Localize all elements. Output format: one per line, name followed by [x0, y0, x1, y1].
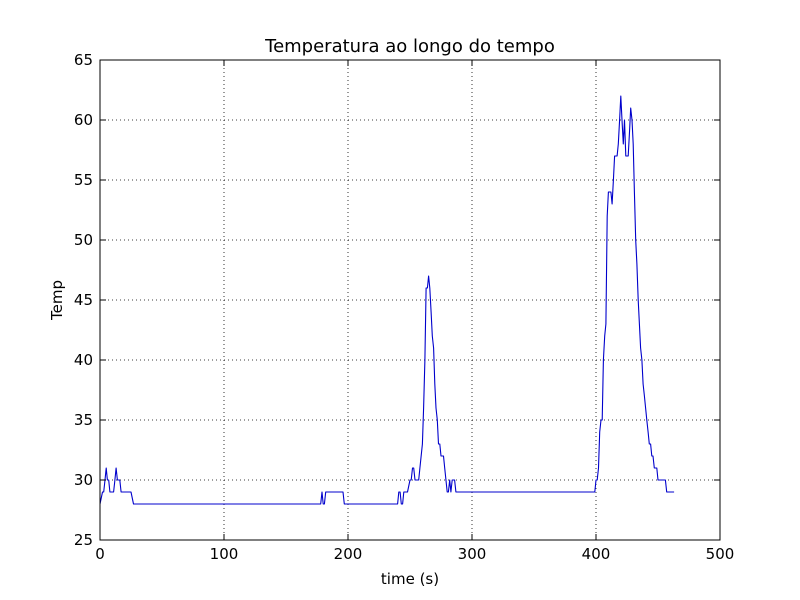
- y-tick-label: 30: [74, 471, 93, 489]
- x-tick-label: 500: [706, 545, 735, 563]
- y-tick-label: 35: [74, 411, 93, 429]
- y-tick-label: 50: [74, 231, 93, 249]
- y-tick-label: 55: [74, 171, 93, 189]
- x-tick-label: 100: [210, 545, 239, 563]
- x-tick-label: 300: [458, 545, 487, 563]
- ticks: 0 100 200 300 400 500 25 30 35 40 45 50 55 60 65: [74, 51, 734, 563]
- y-tick-label: 40: [74, 351, 93, 369]
- x-axis-label: time (s): [381, 570, 439, 588]
- y-tick-label: 65: [74, 51, 93, 69]
- y-tick-label: 25: [74, 531, 93, 549]
- series-layer: [99, 95, 675, 505]
- grid: [100, 60, 720, 540]
- y-axis-label: Temp: [48, 280, 66, 321]
- series-line: [99, 95, 675, 505]
- x-tick-label: 0: [95, 545, 105, 563]
- y-tick-label: 45: [74, 291, 93, 309]
- x-tick-label: 400: [582, 545, 611, 563]
- chart-title: Temperatura ao longo do tempo: [264, 36, 555, 57]
- x-tick-label: 200: [334, 545, 363, 563]
- y-tick-label: 60: [74, 111, 93, 129]
